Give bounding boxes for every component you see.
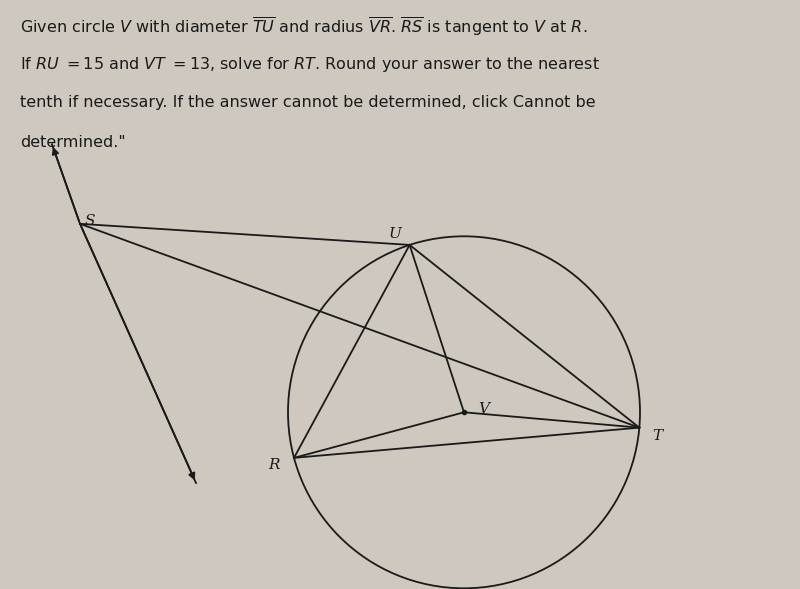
Text: R: R xyxy=(268,458,280,472)
Text: T: T xyxy=(652,429,662,444)
Text: S: S xyxy=(84,214,95,228)
Text: If $\it{RU}$ $= 15$ and $\it{VT}$ $= 13$, solve for $\it{RT}$. Round your answer: If $\it{RU}$ $= 15$ and $\it{VT}$ $= 13$… xyxy=(20,55,600,74)
Text: U: U xyxy=(389,227,402,241)
Text: V: V xyxy=(478,402,490,416)
Text: tenth if necessary. If the answer cannot be determined, click Cannot be: tenth if necessary. If the answer cannot… xyxy=(20,95,596,110)
Text: Given circle $\it{V}$ with diameter $\overline{\it{TU}}$ and radius $\overline{\: Given circle $\it{V}$ with diameter $\ov… xyxy=(20,15,587,38)
Text: determined.": determined." xyxy=(20,135,126,150)
